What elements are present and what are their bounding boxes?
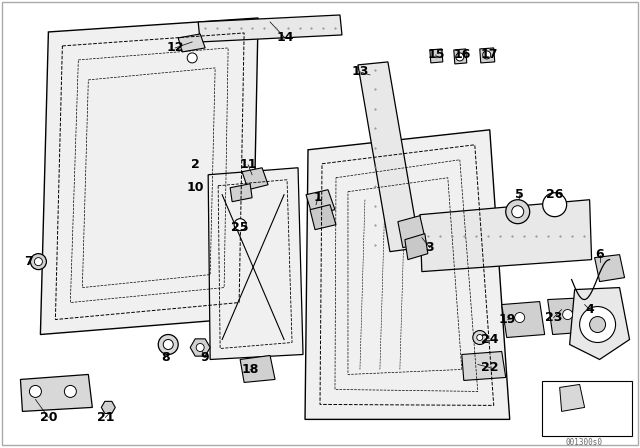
Text: 9: 9 <box>201 351 209 364</box>
Bar <box>541 381 632 436</box>
Bar <box>548 427 625 433</box>
Polygon shape <box>454 49 467 64</box>
Text: 25: 25 <box>232 221 249 234</box>
Polygon shape <box>230 184 252 202</box>
Circle shape <box>473 331 487 345</box>
Polygon shape <box>398 215 426 248</box>
Text: 21: 21 <box>97 411 114 424</box>
Circle shape <box>456 53 464 61</box>
Text: 11: 11 <box>239 158 257 171</box>
Text: 14: 14 <box>276 31 294 44</box>
Circle shape <box>187 53 197 63</box>
Polygon shape <box>240 355 275 383</box>
Polygon shape <box>559 384 584 411</box>
Circle shape <box>477 335 483 340</box>
Circle shape <box>29 385 42 397</box>
Text: 2: 2 <box>191 158 200 171</box>
Circle shape <box>234 219 246 231</box>
Text: 7: 7 <box>24 255 33 268</box>
Text: 17: 17 <box>481 48 499 61</box>
Text: 001300s0: 001300s0 <box>565 438 602 447</box>
Polygon shape <box>208 168 303 359</box>
Circle shape <box>589 317 605 332</box>
Text: 13: 13 <box>351 65 369 78</box>
Polygon shape <box>20 375 92 411</box>
Text: 12: 12 <box>166 41 184 54</box>
Text: 15: 15 <box>427 48 445 61</box>
Polygon shape <box>178 34 205 52</box>
Text: 26: 26 <box>546 188 563 201</box>
Polygon shape <box>595 254 625 282</box>
Polygon shape <box>242 168 268 190</box>
Text: 6: 6 <box>595 248 604 261</box>
Circle shape <box>196 344 204 352</box>
Polygon shape <box>40 18 258 335</box>
Bar <box>547 215 563 220</box>
Text: 23: 23 <box>545 311 563 324</box>
Circle shape <box>31 254 46 270</box>
Text: 1: 1 <box>314 191 323 204</box>
Polygon shape <box>480 48 495 63</box>
Polygon shape <box>420 200 591 271</box>
Text: 20: 20 <box>40 411 57 424</box>
Text: 4: 4 <box>585 303 594 316</box>
Text: 3: 3 <box>426 241 434 254</box>
Circle shape <box>563 310 573 319</box>
Polygon shape <box>190 339 210 356</box>
Circle shape <box>515 313 525 323</box>
Polygon shape <box>462 352 506 380</box>
Circle shape <box>35 258 42 266</box>
Text: 16: 16 <box>453 48 470 61</box>
Polygon shape <box>306 190 335 215</box>
Text: 19: 19 <box>499 313 516 326</box>
Polygon shape <box>310 205 336 230</box>
Polygon shape <box>570 288 630 359</box>
Text: 8: 8 <box>161 351 170 364</box>
Text: 10: 10 <box>186 181 204 194</box>
Polygon shape <box>430 49 443 63</box>
Polygon shape <box>101 401 115 414</box>
Circle shape <box>543 193 566 217</box>
Text: 22: 22 <box>481 361 499 374</box>
Circle shape <box>506 200 530 224</box>
Polygon shape <box>305 130 509 419</box>
Polygon shape <box>405 234 428 260</box>
Polygon shape <box>198 15 342 42</box>
Polygon shape <box>358 62 420 252</box>
Circle shape <box>483 51 491 59</box>
Text: 18: 18 <box>241 363 259 376</box>
Circle shape <box>512 206 524 218</box>
Circle shape <box>158 335 178 354</box>
Circle shape <box>65 385 76 397</box>
Circle shape <box>163 340 173 349</box>
Text: 24: 24 <box>481 333 499 346</box>
Circle shape <box>580 306 616 343</box>
Polygon shape <box>548 297 594 335</box>
Text: 5: 5 <box>515 188 524 201</box>
Polygon shape <box>502 302 545 337</box>
